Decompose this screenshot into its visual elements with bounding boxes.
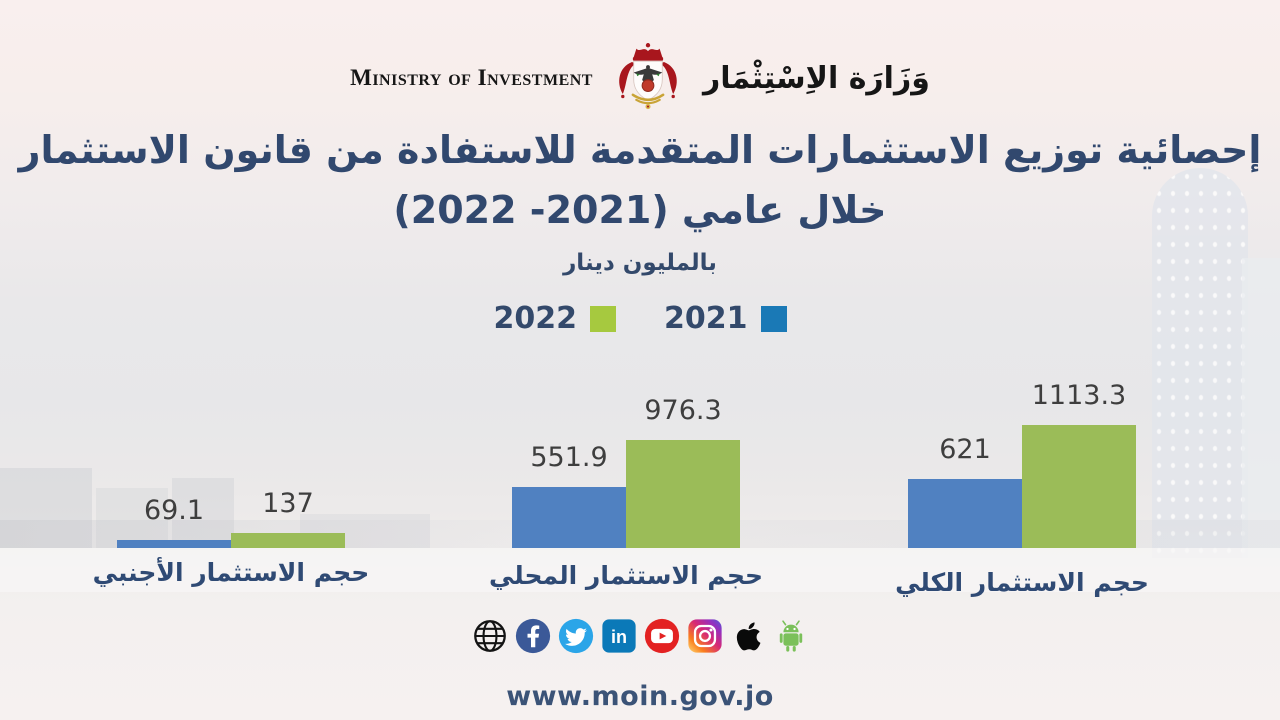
value-label-2022: 976.3 — [644, 395, 722, 426]
bar-2021 — [117, 540, 231, 548]
apple-icon[interactable] — [729, 617, 767, 655]
legend-label-2022: 2022 — [493, 301, 578, 336]
chart-title-line1: إحصائية توزيع الاستثمارات المتقدمة للاست… — [18, 128, 1262, 172]
legend-swatch-2022 — [590, 305, 616, 332]
facebook-icon[interactable] — [514, 617, 552, 655]
jordan-coat-of-arms-icon — [619, 43, 677, 110]
twitter-icon[interactable] — [557, 617, 595, 655]
header: Ministry of Investment وَزَارَة الاِسْتِ… — [0, 34, 1280, 122]
legend-swatch-2021 — [760, 305, 787, 332]
ministry-name-en: Ministry of Investment — [350, 65, 593, 90]
website-url[interactable]: www.moin.gov.jo — [506, 681, 774, 712]
linkedin-icon[interactable]: in — [600, 617, 638, 655]
legend-item-2022: 2022 — [493, 301, 616, 336]
category-label: حجم الاستثمار الأجنبي — [92, 558, 370, 587]
value-label-2021: 621 — [939, 434, 991, 465]
bar-2021 — [908, 479, 1022, 548]
bar-chart: 69.1 137 حجم الاستثمار الأجنبي 551.9 976.3 حج… — [93, 380, 1149, 597]
social-icons-row: in — [0, 617, 1280, 655]
background-building — [0, 468, 92, 548]
legend-item-2021: 2021 — [664, 301, 787, 336]
category-label: حجم الاستثمار الكلي — [895, 568, 1149, 597]
bar-2022 — [1022, 425, 1136, 548]
android-icon[interactable] — [772, 617, 810, 655]
instagram-icon[interactable] — [686, 617, 724, 655]
category-label: حجم الاستثمار المحلي — [489, 561, 763, 590]
bar-2022 — [231, 533, 345, 548]
value-label-2021: 69.1 — [143, 495, 205, 526]
bar-2022 — [626, 440, 740, 548]
legend-label-2021: 2021 — [664, 301, 748, 336]
value-label-2022: 1113.3 — [1031, 380, 1127, 411]
chart-unit-label: بالمليون دينار — [563, 250, 717, 276]
youtube-icon[interactable] — [643, 617, 681, 655]
chart-title-line2: خلال عامي (2021- 2022) — [393, 188, 887, 232]
bar-2021 — [512, 487, 626, 548]
value-label-2021: 551.9 — [530, 442, 608, 473]
ministry-name-ar: وَزَارَة الاِسْتِثْمَار — [702, 60, 930, 96]
svg-text:in: in — [610, 627, 626, 647]
chart-legend: 2022 2021 — [0, 301, 1280, 336]
globe-icon[interactable] — [471, 617, 509, 655]
value-label-2022: 137 — [262, 488, 314, 519]
